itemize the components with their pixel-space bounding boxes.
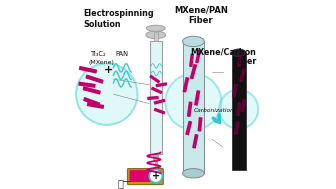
FancyBboxPatch shape bbox=[130, 170, 161, 182]
FancyBboxPatch shape bbox=[239, 69, 246, 82]
Ellipse shape bbox=[232, 49, 246, 57]
Circle shape bbox=[149, 170, 162, 183]
FancyBboxPatch shape bbox=[154, 108, 165, 115]
FancyBboxPatch shape bbox=[232, 84, 238, 97]
FancyBboxPatch shape bbox=[190, 64, 197, 79]
Text: PAN: PAN bbox=[115, 51, 128, 57]
FancyBboxPatch shape bbox=[237, 53, 242, 67]
Text: (MXene): (MXene) bbox=[89, 60, 115, 65]
Bar bbox=[154, 32, 158, 41]
FancyBboxPatch shape bbox=[241, 99, 246, 112]
Text: +: + bbox=[104, 65, 113, 75]
Ellipse shape bbox=[146, 25, 165, 31]
Bar bbox=[150, 41, 162, 154]
Bar bbox=[232, 53, 246, 170]
FancyBboxPatch shape bbox=[237, 53, 242, 67]
FancyBboxPatch shape bbox=[151, 87, 162, 94]
Ellipse shape bbox=[182, 36, 204, 47]
Text: Electrospinning
Solution: Electrospinning Solution bbox=[83, 9, 154, 29]
Bar bbox=[155, 160, 157, 175]
FancyBboxPatch shape bbox=[83, 97, 100, 106]
Text: Ti₃C₂: Ti₃C₂ bbox=[91, 51, 107, 57]
FancyBboxPatch shape bbox=[85, 74, 103, 84]
FancyArrowPatch shape bbox=[213, 115, 219, 122]
FancyBboxPatch shape bbox=[192, 134, 199, 149]
Circle shape bbox=[219, 90, 258, 129]
FancyBboxPatch shape bbox=[87, 102, 104, 109]
Text: MXene/Carbon
Fiber: MXene/Carbon Fiber bbox=[191, 47, 256, 67]
FancyBboxPatch shape bbox=[189, 53, 194, 67]
FancyBboxPatch shape bbox=[78, 82, 96, 88]
FancyBboxPatch shape bbox=[232, 84, 238, 97]
FancyBboxPatch shape bbox=[236, 102, 241, 116]
FancyBboxPatch shape bbox=[150, 75, 160, 84]
Text: Carbonization: Carbonization bbox=[194, 108, 235, 113]
Circle shape bbox=[165, 74, 221, 130]
FancyBboxPatch shape bbox=[182, 77, 189, 93]
FancyBboxPatch shape bbox=[187, 101, 193, 117]
FancyBboxPatch shape bbox=[236, 102, 241, 116]
Bar bbox=[154, 154, 158, 160]
Ellipse shape bbox=[146, 31, 166, 39]
FancyBboxPatch shape bbox=[234, 121, 240, 135]
FancyBboxPatch shape bbox=[79, 66, 97, 74]
FancyBboxPatch shape bbox=[147, 96, 159, 100]
FancyBboxPatch shape bbox=[127, 169, 163, 185]
FancyBboxPatch shape bbox=[185, 121, 192, 135]
FancyBboxPatch shape bbox=[154, 99, 165, 105]
Bar bbox=[182, 41, 204, 173]
Circle shape bbox=[76, 64, 137, 125]
FancyBboxPatch shape bbox=[156, 82, 167, 87]
Text: MXene/PAN
Fiber: MXene/PAN Fiber bbox=[174, 6, 228, 25]
Ellipse shape bbox=[182, 169, 204, 178]
FancyBboxPatch shape bbox=[195, 50, 201, 63]
Text: ⏚: ⏚ bbox=[118, 178, 124, 188]
FancyBboxPatch shape bbox=[198, 117, 203, 132]
FancyBboxPatch shape bbox=[239, 69, 246, 82]
FancyBboxPatch shape bbox=[83, 86, 101, 95]
FancyBboxPatch shape bbox=[234, 121, 240, 135]
FancyBboxPatch shape bbox=[194, 90, 200, 106]
Text: +: + bbox=[152, 171, 160, 181]
FancyBboxPatch shape bbox=[241, 99, 246, 112]
